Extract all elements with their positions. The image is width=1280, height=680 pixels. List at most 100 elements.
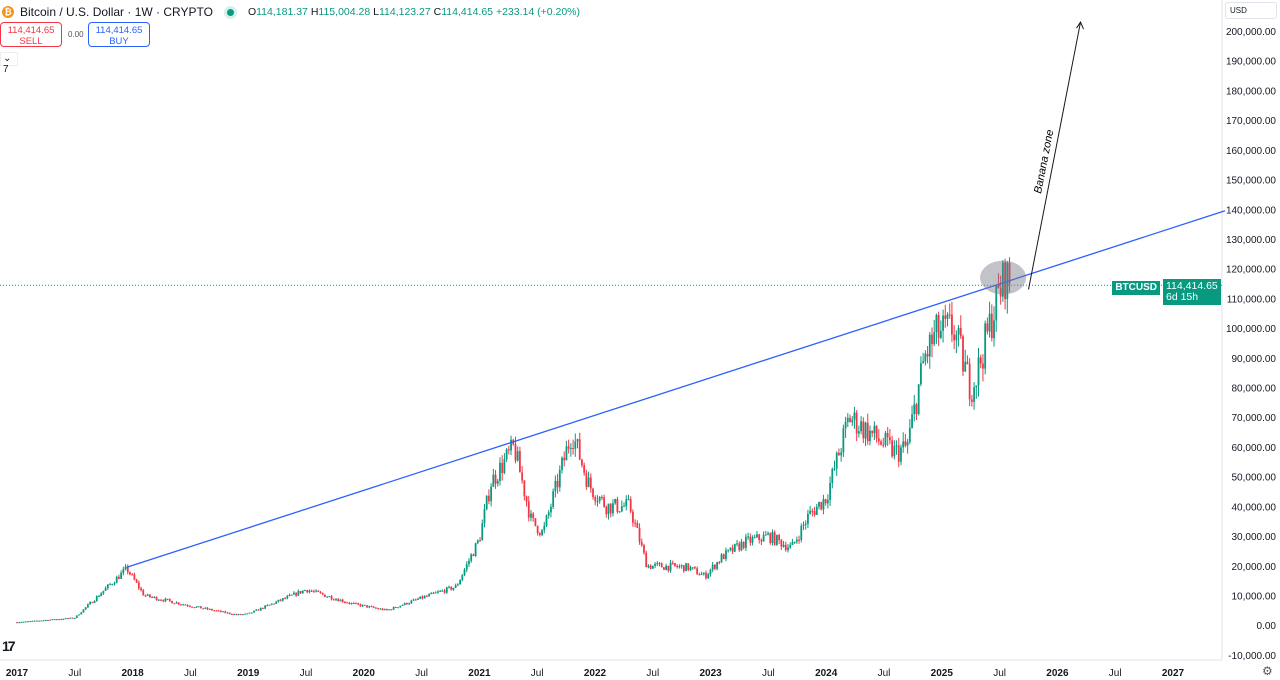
currency-select[interactable]: USD	[1225, 2, 1277, 19]
candle-body	[24, 621, 27, 623]
candle-body	[253, 610, 255, 613]
candle-body	[576, 439, 579, 442]
candle-body	[871, 430, 874, 434]
candle-body	[993, 320, 995, 339]
tradingview-logo[interactable]: 17	[2, 638, 16, 654]
candle-body	[428, 594, 430, 597]
candle-body	[450, 586, 453, 590]
candle-body	[310, 590, 313, 592]
candle-body	[228, 612, 231, 614]
candle-body	[959, 328, 962, 337]
candle-body	[266, 605, 269, 607]
candle-body	[199, 606, 202, 609]
candle-body	[237, 614, 240, 616]
candle-body	[328, 596, 331, 598]
candle-body	[406, 602, 408, 605]
y-tick-label: 120,000.00	[1226, 265, 1276, 276]
candle-body	[226, 612, 229, 614]
candle-body	[27, 621, 29, 623]
candle-body	[809, 510, 812, 514]
symbol-title[interactable]: Bitcoin / U.S. Dollar · 1W · CRYPTO	[20, 5, 213, 19]
settings-icon[interactable]: ⚙	[1262, 664, 1273, 678]
candle-body	[55, 619, 58, 621]
sell-button[interactable]: 114,414.65 SELL	[0, 22, 62, 47]
buy-button[interactable]: 114,414.65 BUY	[88, 22, 150, 47]
candle-body	[49, 619, 52, 621]
candle-body	[284, 598, 286, 600]
candle-body	[962, 336, 964, 372]
candle-body	[337, 599, 340, 602]
candle-body	[740, 541, 743, 551]
y-tick-label: 170,000.00	[1226, 116, 1276, 127]
candle-body	[100, 593, 103, 597]
candle-body	[437, 591, 439, 593]
candle-body	[922, 361, 925, 364]
candle-body	[18, 622, 21, 624]
candle-body	[944, 315, 947, 319]
candle-body	[667, 565, 670, 571]
candle-body	[764, 534, 767, 536]
candle-body	[217, 610, 220, 612]
candle-body	[93, 600, 96, 603]
candle-body	[709, 569, 712, 575]
candle-body	[558, 469, 561, 488]
candle-body	[352, 603, 355, 605]
candle-body	[507, 449, 510, 451]
candle-body	[632, 511, 634, 523]
candle-body	[951, 314, 953, 335]
candle-body	[304, 590, 306, 592]
candle-body	[166, 598, 169, 600]
candle-body	[744, 536, 747, 548]
candle-body	[880, 441, 882, 445]
candle-body	[937, 314, 940, 338]
candle-body	[476, 540, 479, 544]
candle-body	[656, 563, 659, 565]
candle-body	[86, 604, 89, 608]
candle-body	[16, 622, 18, 624]
candle-body	[873, 425, 876, 434]
candle-body	[829, 483, 831, 500]
indicators-toggle[interactable]: ⌄ 7	[0, 52, 18, 75]
candle-body	[543, 525, 546, 531]
candle-body	[698, 574, 701, 576]
candle-body	[893, 446, 896, 457]
candle-body	[749, 536, 752, 543]
spread: 0.00	[68, 30, 84, 39]
x-tick-label: Jul	[762, 668, 775, 679]
candle-body	[250, 612, 253, 614]
candle-body	[414, 599, 417, 601]
candle-body	[842, 428, 845, 453]
candle-body	[762, 534, 765, 542]
candle-body	[787, 547, 789, 551]
candle-body	[882, 444, 885, 446]
candle-body	[421, 596, 424, 599]
candle-body	[137, 582, 140, 589]
candle-body	[58, 619, 60, 621]
candle-body	[257, 609, 260, 611]
candle-body	[273, 603, 275, 605]
candle-body	[155, 596, 158, 601]
candle-body	[454, 585, 457, 588]
candle-body	[995, 285, 998, 321]
candle-body	[773, 532, 776, 545]
candle-body	[826, 499, 829, 504]
candle-body	[120, 572, 123, 579]
candle-body	[911, 414, 913, 428]
candle-body	[716, 562, 718, 569]
candle-body	[640, 542, 643, 546]
candle-body	[536, 525, 539, 534]
candle-body	[122, 569, 125, 573]
candle-body	[920, 363, 922, 385]
candle-body	[193, 607, 196, 609]
candle-body	[618, 511, 621, 513]
candle-body	[886, 432, 889, 438]
candle-body	[807, 513, 809, 524]
bitcoin-icon: ₿	[2, 6, 14, 18]
candle-body	[798, 539, 800, 541]
candle-body	[60, 618, 63, 620]
candle-body	[982, 363, 984, 369]
candle-body	[592, 488, 594, 498]
candle-body	[977, 357, 980, 386]
candle-body	[578, 439, 581, 460]
